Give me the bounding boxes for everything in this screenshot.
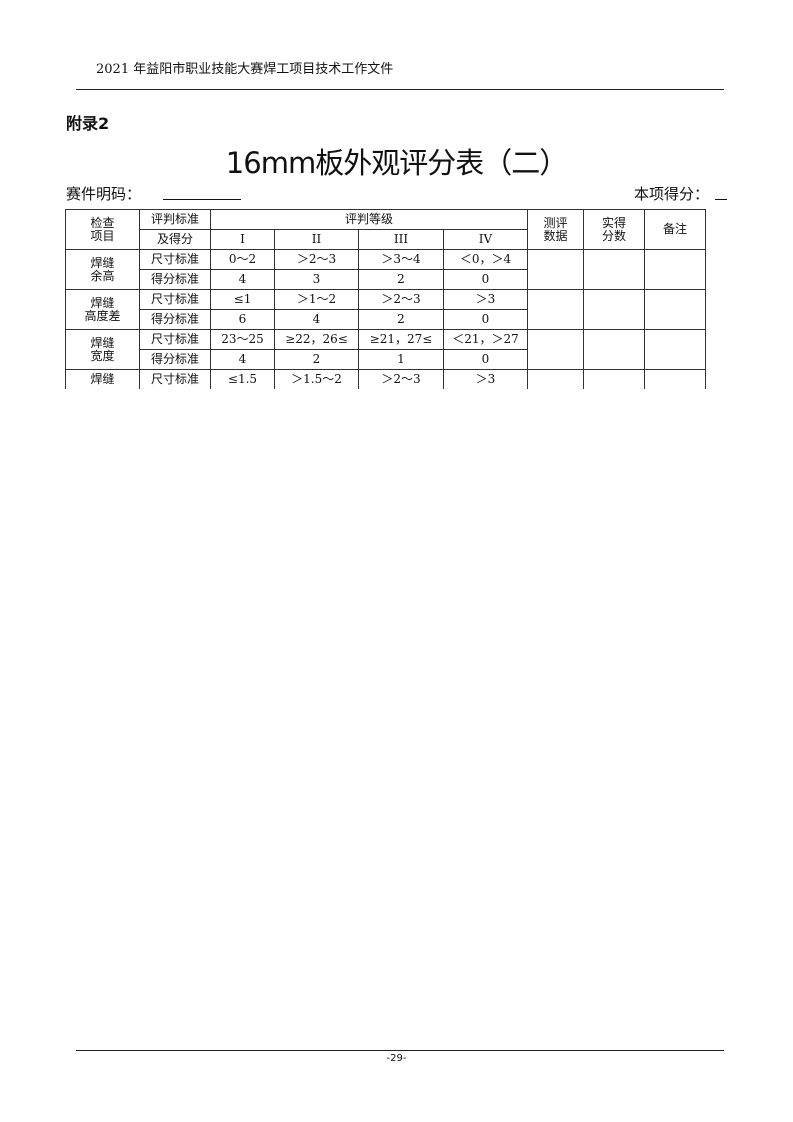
grade-2: II [274, 229, 359, 250]
data-cell[interactable] [527, 369, 584, 389]
size-value: ＞3 [443, 289, 528, 310]
size-label: 尺寸标准 [139, 249, 211, 270]
footer-rule [76, 1050, 724, 1051]
size-value: ≥22，26≤ [274, 329, 359, 350]
score-value: 1 [358, 349, 444, 370]
size-value: 23～25 [210, 329, 275, 350]
table-row: 焊缝 高度差 尺寸标准 ≤1 ＞1～2 ＞2～3 ＞3 [65, 289, 706, 330]
note-cell[interactable] [644, 369, 706, 389]
data-cell[interactable] [527, 249, 584, 290]
score-table: 检查 项目 评判标准 评判等级 测评 数据 实得 分数 备注 及得分 I II III… [65, 209, 706, 389]
score-value: 0 [443, 349, 528, 370]
page-number: -29- [386, 1053, 407, 1064]
header-rule [76, 89, 724, 90]
score-value: 4 [210, 269, 275, 290]
item-cell: 焊缝 [65, 369, 140, 389]
size-value: ＞2～3 [358, 289, 444, 310]
size-value: ＜0，＞4 [443, 249, 528, 270]
size-value: ≤1 [210, 289, 275, 310]
size-value: ＞2～3 [274, 249, 359, 270]
data-cell[interactable] [527, 289, 584, 330]
table-row: 焊缝 宽度 尺寸标准 23～25 ≥22，26≤ ≥21，27≤ ＜21，＞27 [65, 329, 706, 370]
score-value: 0 [443, 269, 528, 290]
note-cell[interactable] [644, 289, 706, 330]
header-note: 备注 [644, 209, 706, 250]
data-cell[interactable] [527, 329, 584, 370]
actual-cell[interactable] [583, 329, 645, 370]
size-value: ＞3 [443, 369, 528, 389]
size-label: 尺寸标准 [139, 329, 211, 350]
size-value: 0～2 [210, 249, 275, 270]
score-label: 得分标准 [139, 269, 211, 290]
actual-cell[interactable] [583, 369, 645, 389]
size-value: ＜21，＞27 [443, 329, 528, 350]
header-grade: 评判等级 [210, 209, 528, 230]
header-actual: 实得 分数 [583, 209, 645, 250]
score-value: 2 [358, 309, 444, 330]
appendix-label: 附录2 [66, 114, 110, 133]
score-value: 0 [443, 309, 528, 330]
code-label: 赛件明码： [66, 185, 142, 203]
header-item: 检查 项目 [65, 209, 140, 250]
score-blank [715, 199, 727, 200]
score-value: 2 [358, 269, 444, 290]
size-value: ＞1.5～2 [274, 369, 359, 389]
size-label: 尺寸标准 [139, 289, 211, 310]
score-value: 3 [274, 269, 359, 290]
item-cell: 焊缝 余高 [65, 249, 140, 290]
note-cell[interactable] [644, 249, 706, 290]
size-value: ≤1.5 [210, 369, 275, 389]
code-blank [163, 199, 241, 200]
score-value: 4 [274, 309, 359, 330]
running-header: 2021 年益阳市职业技能大赛焊工项目技术工作文件 [96, 62, 394, 77]
header-std-2: 及得分 [139, 229, 211, 250]
score-label: 得分标准 [139, 309, 211, 330]
size-value: ＞2～3 [358, 369, 444, 389]
size-value: ＞1～2 [274, 289, 359, 310]
size-value: ＞3～4 [358, 249, 444, 270]
item-cell: 焊缝 高度差 [65, 289, 140, 330]
actual-cell[interactable] [583, 249, 645, 290]
item-cell: 焊缝 宽度 [65, 329, 140, 370]
table-row: 得分标准 4 3 2 0 [66, 269, 706, 290]
grade-3: III [358, 229, 444, 250]
size-value: ≥21，27≤ [358, 329, 444, 350]
note-cell[interactable] [644, 329, 706, 370]
table-row: 焊缝 余高 尺寸标准 0～2 ＞2～3 ＞3～4 ＜0，＞4 [65, 249, 706, 290]
grade-4: IV [443, 229, 528, 250]
header-std: 评判标准 [139, 209, 211, 230]
score-label: 得分标准 [139, 349, 211, 370]
table-row: 得分标准 4 2 1 0 [66, 349, 706, 370]
score-value: 6 [210, 309, 275, 330]
size-label: 尺寸标准 [139, 369, 211, 389]
score-value: 4 [210, 349, 275, 370]
actual-cell[interactable] [583, 289, 645, 330]
header-data: 测评 数据 [527, 209, 584, 250]
grade-1: I [210, 229, 275, 250]
score-label: 本项得分： [634, 185, 710, 203]
page-title: 16mm板外观评分表（二） [225, 146, 568, 180]
score-value: 2 [274, 349, 359, 370]
table-row: 焊缝 尺寸标准 ≤1.5 ＞1.5～2 ＞2～3 ＞3 [65, 369, 706, 389]
